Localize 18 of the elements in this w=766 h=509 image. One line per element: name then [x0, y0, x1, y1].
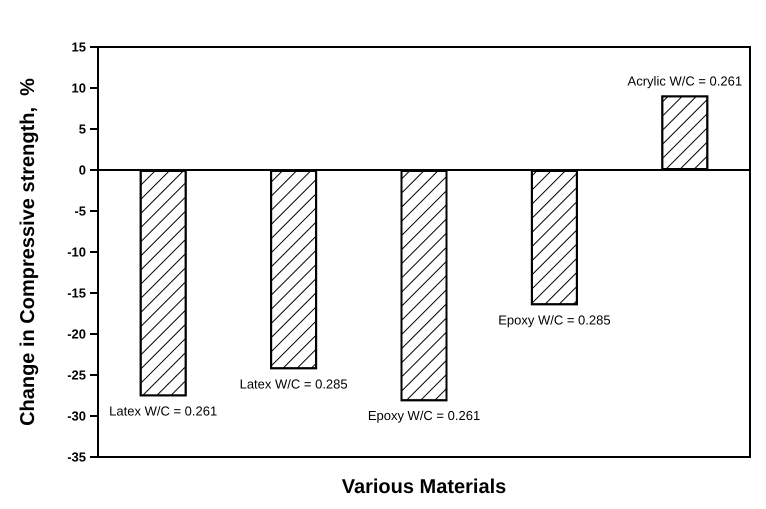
- y-tick-label: 0: [78, 162, 86, 178]
- y-tick-label: -15: [67, 286, 86, 300]
- y-tick-label: -35: [67, 450, 86, 464]
- x-axis-title: Various Materials: [342, 476, 506, 498]
- y-tick-label: -30: [67, 408, 86, 424]
- y-tick-label: -5: [74, 204, 86, 218]
- x-tick-label: Acrylic W/C = 0.261: [628, 73, 742, 88]
- x-tick-label: Latex W/C = 0.285: [240, 376, 348, 392]
- x-tick-label: Epoxy W/C = 0.285: [498, 312, 611, 328]
- y-axis-title: Change in Compressive strength, %: [17, 78, 39, 426]
- y-tick-label: -20: [67, 326, 86, 342]
- y-tick-label: 5: [78, 122, 86, 136]
- y-tick-label: 15: [72, 40, 86, 54]
- x-tick-label: Latex W/C = 0.261: [109, 403, 218, 418]
- y-tick-label: -25: [67, 368, 86, 382]
- y-tick-label: -10: [67, 244, 86, 260]
- x-tick-label: Epoxy W/C = 0.261: [368, 408, 480, 424]
- y-tick-label: 10: [72, 80, 86, 96]
